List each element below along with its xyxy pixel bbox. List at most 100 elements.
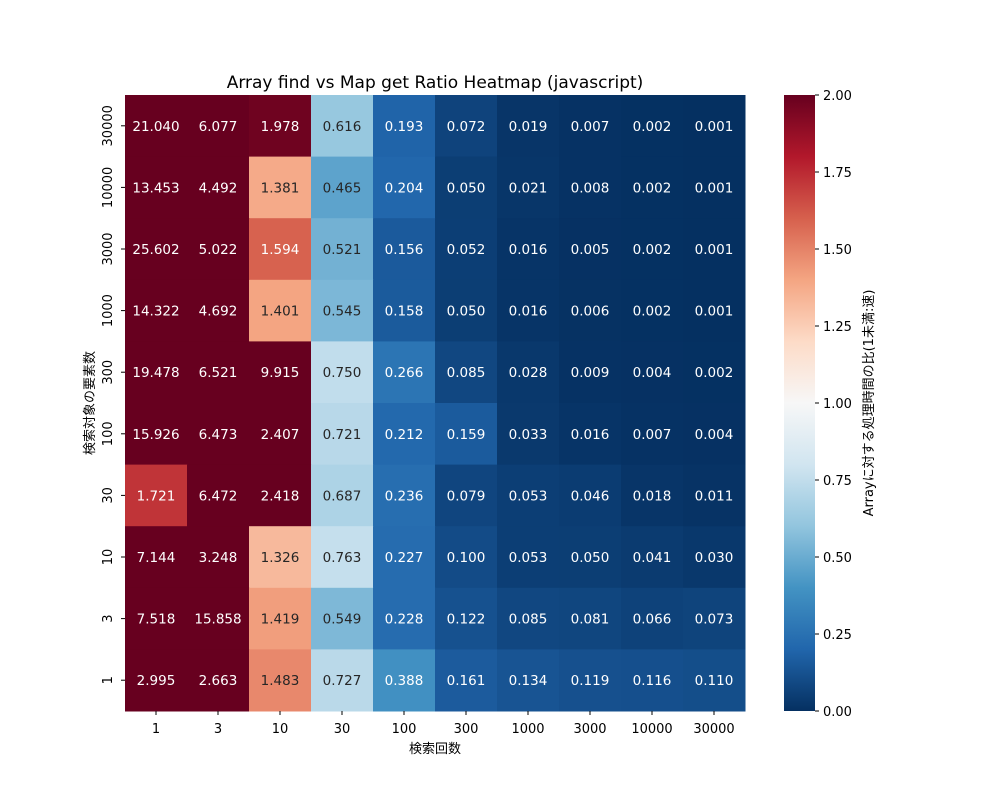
cell-value-label: 0.016	[509, 242, 548, 258]
heatmap-cell	[249, 587, 312, 650]
cell-value-label: 14.322	[132, 304, 179, 320]
heatmap-cell	[497, 526, 560, 589]
heatmap-cell	[373, 649, 436, 712]
y-tick-label: 1	[101, 676, 116, 684]
heatmap-cell	[435, 649, 498, 712]
heatmap-cell	[621, 218, 684, 281]
cell-value-label: 1.721	[137, 488, 176, 504]
heatmap-cell	[497, 403, 560, 466]
x-tick-label: 3000	[573, 722, 606, 737]
cell-value-label: 1.401	[261, 304, 300, 320]
cell-value-label: 0.079	[447, 488, 486, 504]
cell-value-label: 15.926	[132, 427, 179, 443]
heatmap-cell	[125, 95, 188, 158]
cell-value-label: 0.001	[695, 180, 734, 196]
cell-value-label: 0.002	[633, 242, 672, 258]
x-tick-label: 1000	[511, 722, 544, 737]
heatmap-cell	[249, 156, 312, 219]
cell-value-label: 0.236	[385, 488, 424, 504]
y-tick-label: 30000	[101, 105, 116, 146]
cell-value-label: 15.858	[194, 612, 241, 628]
heatmap-cell	[373, 464, 436, 527]
cell-value-label: 0.053	[509, 488, 548, 504]
cell-value-label: 6.077	[199, 119, 238, 135]
colorbar-tick-label: 1.25	[823, 320, 852, 335]
heatmap-cell	[187, 403, 250, 466]
cell-value-label: 1.483	[261, 673, 300, 689]
cell-value-label: 0.011	[695, 488, 734, 504]
heatmap-cell	[125, 279, 188, 342]
cell-value-label: 1.419	[261, 612, 300, 628]
heatmap-cell	[249, 649, 312, 712]
heatmap-cell	[559, 156, 622, 219]
cell-value-label: 21.040	[132, 119, 179, 135]
cell-value-label: 0.204	[385, 180, 424, 196]
cell-value-label: 0.007	[633, 427, 672, 443]
cell-value-label: 0.050	[571, 550, 610, 566]
heatmap-cell	[249, 341, 312, 404]
colorbar-tick-label: 1.75	[823, 166, 852, 181]
cell-value-label: 0.119	[571, 673, 610, 689]
cell-value-label: 0.081	[571, 612, 610, 628]
heatmap-cell	[683, 403, 746, 466]
cell-value-label: 0.052	[447, 242, 486, 258]
cell-value-label: 0.100	[447, 550, 486, 566]
cell-value-label: 0.727	[323, 673, 362, 689]
colorbar-tick-label: 1.50	[823, 243, 852, 258]
heatmap-cell	[311, 341, 374, 404]
y-tick-label: 300	[101, 360, 116, 385]
chart-title: Array find vs Map get Ratio Heatmap (jav…	[227, 73, 644, 93]
heatmap-cell	[621, 403, 684, 466]
heatmap-cell	[621, 587, 684, 650]
heatmap-cell	[559, 403, 622, 466]
y-tick-label: 3000	[101, 232, 116, 265]
cell-value-label: 0.030	[695, 550, 734, 566]
x-tick-label: 1	[152, 722, 160, 737]
cell-value-label: 0.007	[571, 119, 610, 135]
heatmap-cell	[311, 649, 374, 712]
cell-value-label: 0.687	[323, 488, 362, 504]
heatmap-cell	[125, 218, 188, 281]
cell-value-label: 0.616	[323, 119, 362, 135]
heatmap-cell	[373, 341, 436, 404]
heatmap-cell	[435, 95, 498, 158]
cell-value-label: 0.046	[571, 488, 610, 504]
heatmap-cell	[683, 587, 746, 650]
cell-value-label: 6.473	[199, 427, 238, 443]
cell-value-label: 0.002	[633, 119, 672, 135]
cell-value-label: 0.116	[633, 673, 672, 689]
heatmap-cell	[683, 464, 746, 527]
colorbar-tick-label: 0.50	[823, 551, 852, 566]
cell-value-label: 0.073	[695, 612, 734, 628]
cell-value-label: 0.005	[571, 242, 610, 258]
cell-value-label: 0.019	[509, 119, 548, 135]
cell-value-label: 1.978	[261, 119, 300, 135]
cell-value-label: 0.549	[323, 612, 362, 628]
cell-value-label: 0.465	[323, 180, 362, 196]
heatmap-cell	[435, 156, 498, 219]
cell-value-label: 3.248	[199, 550, 238, 566]
heatmap-cell	[187, 95, 250, 158]
heatmap-cell	[435, 464, 498, 527]
heatmap-cell	[373, 95, 436, 158]
heatmap-cell	[559, 526, 622, 589]
heatmap-cell	[373, 526, 436, 589]
colorbar-tick-label: 1.00	[823, 397, 852, 412]
cell-value-label: 9.915	[261, 365, 300, 381]
y-tick-label: 100	[101, 421, 116, 446]
heatmap-cell	[311, 218, 374, 281]
cell-value-label: 6.521	[199, 365, 238, 381]
heatmap-cell	[435, 279, 498, 342]
heatmap-cell	[435, 403, 498, 466]
heatmap-cell	[187, 649, 250, 712]
heatmap-cell	[249, 526, 312, 589]
cell-value-label: 0.002	[633, 180, 672, 196]
cell-value-label: 0.750	[323, 365, 362, 381]
heatmap-cell	[373, 156, 436, 219]
heatmap-cell	[559, 587, 622, 650]
cell-value-label: 0.021	[509, 180, 548, 196]
cell-value-label: 0.110	[695, 673, 734, 689]
heatmap-cell	[497, 649, 560, 712]
cell-value-label: 0.001	[695, 242, 734, 258]
x-tick-label: 30	[334, 722, 351, 737]
